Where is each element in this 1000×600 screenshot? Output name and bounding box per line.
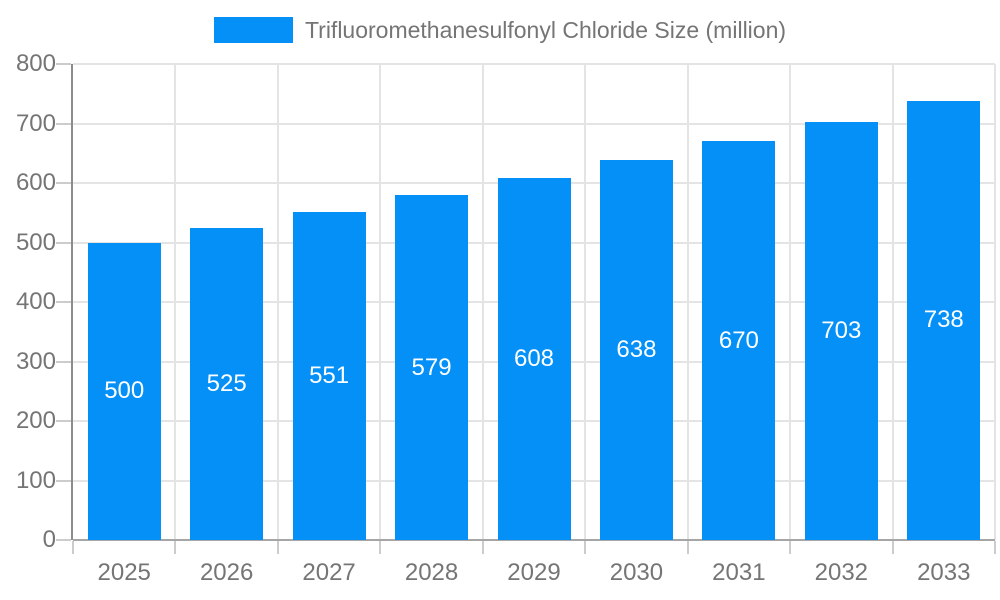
v-gridline: [584, 64, 587, 540]
y-axis-label: 600: [15, 169, 56, 196]
y-tick: [56, 63, 71, 65]
y-tick: [56, 479, 71, 482]
bar[interactable]: 551: [292, 212, 366, 540]
y-axis-label: 100: [15, 466, 56, 494]
bar[interactable]: 703: [804, 121, 878, 540]
x-tick: [686, 541, 689, 554]
v-gridline: [891, 64, 894, 540]
bar[interactable]: 738: [907, 100, 981, 540]
y-tick: [56, 539, 71, 541]
bar[interactable]: 525: [190, 227, 264, 540]
bar[interactable]: 638: [599, 160, 673, 540]
x-axis-label: 2030: [609, 559, 664, 586]
y-axis-line: [71, 64, 73, 540]
h-gridline: [73, 122, 995, 125]
x-axis-label: 2032: [814, 559, 869, 586]
x-axis-label: 2028: [404, 559, 459, 586]
y-tick: [56, 241, 71, 244]
bar[interactable]: 500: [87, 242, 161, 540]
x-axis-label: 2025: [97, 559, 151, 586]
bar-value-label: 525: [206, 369, 247, 397]
bar-value-label: 500: [104, 377, 145, 405]
v-gridline: [789, 64, 792, 540]
y-axis-label: 800: [15, 50, 56, 77]
x-tick: [481, 541, 484, 554]
y-tick: [56, 182, 71, 184]
x-axis-label: 2027: [302, 559, 356, 586]
y-axis-label: 700: [15, 109, 56, 137]
v-gridline: [994, 64, 996, 540]
h-gridline: [73, 63, 995, 65]
bar-value-label: 738: [923, 306, 964, 334]
v-gridline: [379, 64, 382, 540]
x-tick: [174, 541, 177, 554]
y-tick: [56, 122, 71, 125]
x-tick: [891, 541, 894, 554]
x-axis-label: 2026: [199, 559, 254, 586]
v-gridline: [276, 64, 279, 540]
y-axis-label: 500: [15, 228, 56, 256]
x-tick: [584, 541, 587, 554]
x-axis-label: 2031: [712, 559, 766, 586]
legend-swatch: [213, 17, 293, 43]
y-tick: [56, 420, 71, 422]
y-axis-label: 0: [42, 526, 56, 553]
chart-legend[interactable]: Trifluoromethanesulfonyl Chloride Size (…: [0, 17, 1000, 43]
bar[interactable]: 670: [702, 141, 776, 540]
y-axis-label: 200: [15, 407, 56, 434]
bar-value-label: 703: [821, 316, 862, 344]
x-tick: [72, 541, 74, 554]
bar-value-label: 579: [411, 353, 452, 381]
y-axis-label: 400: [15, 288, 56, 315]
bar-value-label: 670: [718, 326, 759, 354]
bar-value-label: 551: [309, 362, 350, 390]
y-axis-label: 300: [15, 347, 56, 375]
v-gridline: [686, 64, 689, 540]
x-tick: [994, 541, 996, 554]
x-axis-label: 2033: [917, 559, 971, 586]
bar-value-label: 638: [616, 336, 657, 364]
bar[interactable]: 608: [497, 178, 571, 540]
v-gridline: [481, 64, 484, 540]
x-axis-line: [73, 539, 995, 541]
y-tick: [56, 301, 71, 303]
bar[interactable]: 579: [395, 195, 469, 540]
bar-value-label: 608: [513, 345, 555, 373]
legend-title: Trifluoromethanesulfonyl Chloride Size (…: [304, 16, 787, 43]
y-tick: [56, 360, 71, 363]
x-tick: [276, 541, 279, 554]
x-axis-label: 2029: [507, 559, 561, 586]
x-tick: [789, 541, 792, 554]
x-tick: [379, 541, 382, 554]
v-gridline: [174, 64, 177, 540]
